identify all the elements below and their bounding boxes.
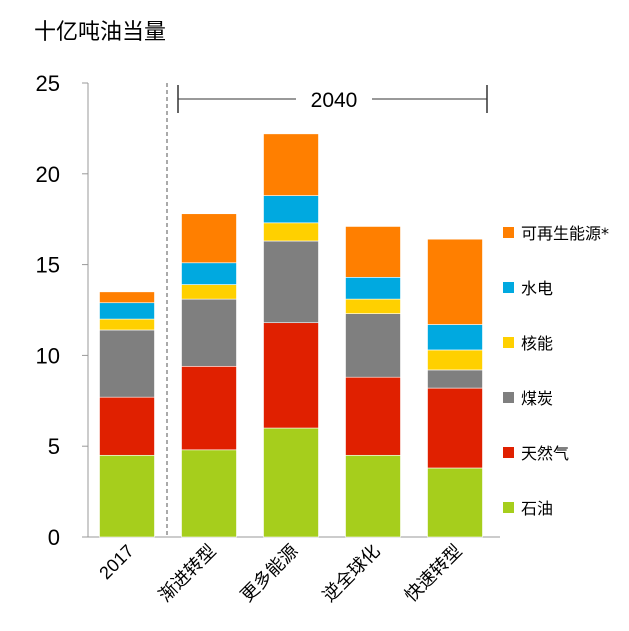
bar-segment	[181, 298, 237, 367]
legend-item: 水电	[503, 277, 554, 298]
bar-segment	[263, 133, 319, 196]
bar-segment	[181, 284, 237, 300]
x-tick-label: 更多能源	[237, 541, 302, 606]
legend-label: 可再生能源*	[521, 224, 610, 243]
bar-segment	[345, 277, 401, 300]
y-tick-label: 0	[48, 525, 60, 550]
x-tick-label: 快速转型	[401, 541, 466, 606]
legend-label: 水电	[521, 279, 554, 298]
legend-swatch	[503, 391, 514, 403]
bar-segment	[345, 313, 401, 378]
legend-label: 天然气	[521, 444, 570, 463]
period-label: 2040	[311, 89, 358, 112]
legend-label: 煤炭	[521, 389, 554, 408]
bar-segment	[345, 298, 401, 314]
bar-segment	[345, 226, 401, 278]
bar-segment	[263, 222, 319, 242]
bar-segment	[427, 387, 483, 469]
legend-item: 煤炭	[503, 387, 554, 408]
bar-segment	[181, 449, 237, 538]
bar-segment	[99, 329, 155, 398]
y-tick-label: 15	[36, 253, 60, 278]
legend-item: 可再生能源*	[503, 222, 610, 243]
bar-segment	[181, 262, 237, 285]
y-tick-label: 5	[48, 434, 60, 459]
legend-swatch	[503, 226, 514, 238]
y-tick-label: 10	[36, 343, 60, 368]
bar-segment	[263, 427, 319, 538]
bar-segment	[427, 467, 483, 538]
bar-segment	[263, 240, 319, 324]
x-tick-label: 2017	[95, 541, 137, 583]
bar-segment	[181, 213, 237, 264]
y-tick-label: 20	[36, 162, 60, 187]
legend-swatch	[503, 281, 514, 293]
bar-segment	[99, 454, 155, 538]
legend-item: 石油	[503, 497, 554, 518]
bar-segment	[427, 349, 483, 371]
bar-segment	[345, 376, 401, 456]
bar-segment	[99, 318, 155, 331]
legend-label: 核能	[521, 334, 554, 353]
bar-segment	[427, 324, 483, 351]
bar-segment	[263, 195, 319, 224]
bar-segment	[99, 291, 155, 304]
chart-unit-title: 十亿吨油当量	[34, 20, 167, 45]
bar-segment	[263, 322, 319, 429]
bar-segment	[181, 365, 237, 451]
x-tick-label: 渐进转型	[155, 541, 220, 606]
bar-segment	[345, 454, 401, 538]
legend-swatch	[503, 446, 514, 458]
bar-segment	[99, 396, 155, 456]
bar-segment	[427, 238, 483, 325]
legend-item: 核能	[503, 332, 554, 353]
bar-segment	[427, 369, 483, 389]
legend-item: 天然气	[503, 442, 570, 463]
y-tick-label: 25	[36, 71, 60, 96]
x-tick-label: 逆全球化	[319, 541, 384, 606]
bar-segment	[99, 302, 155, 320]
legend-swatch	[503, 501, 514, 513]
legend-swatch	[503, 336, 514, 348]
legend-label: 石油	[521, 499, 554, 518]
